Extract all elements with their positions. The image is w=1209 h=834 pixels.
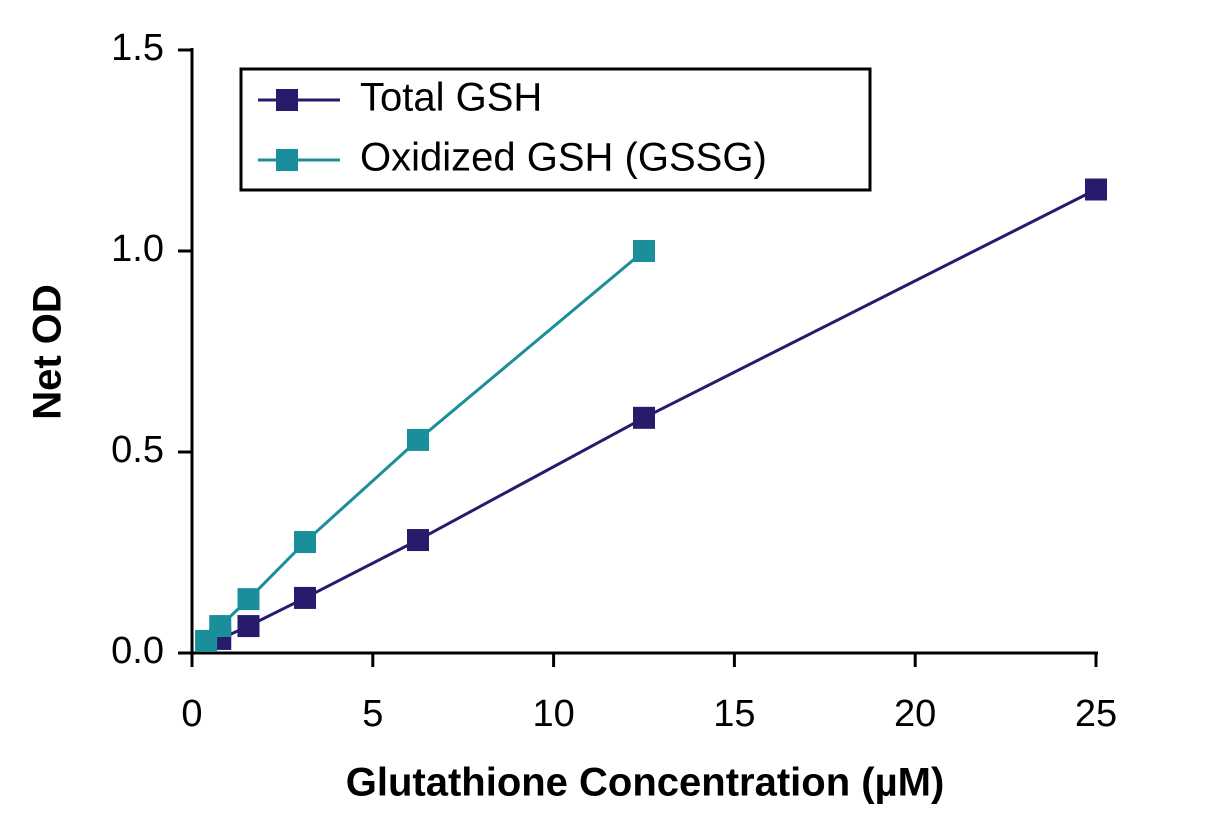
- y-tick-label: 1.5: [111, 27, 164, 69]
- legend-marker: [276, 149, 298, 171]
- x-tick-label: 0: [181, 693, 202, 735]
- data-point: [633, 240, 655, 262]
- y-axis-title: Net OD: [26, 284, 70, 420]
- y-tick-label: 0.0: [111, 630, 164, 672]
- data-point: [1085, 178, 1107, 201]
- data-point: [294, 531, 316, 554]
- x-tick-label: 15: [713, 693, 755, 735]
- data-point: [237, 588, 260, 611]
- series-line: [219, 188, 1097, 641]
- y-tick-label: 1.0: [111, 228, 164, 270]
- legend-label: Oxidized GSH (GSSG): [360, 136, 767, 180]
- y-tick-label: 0.5: [111, 429, 164, 471]
- data-point: [407, 529, 429, 552]
- x-tick-label: 5: [362, 693, 383, 735]
- x-tick-label: 25: [1075, 693, 1117, 735]
- legend-box: [239, 67, 872, 192]
- data-point: [407, 428, 429, 451]
- data-point: [294, 586, 316, 609]
- x-tick-label: 10: [532, 693, 574, 735]
- data-point: [237, 615, 260, 638]
- x-tick-label: 20: [894, 693, 936, 735]
- legend-label: Total GSH: [360, 76, 542, 120]
- data-point: [633, 406, 655, 429]
- legend-marker: [276, 89, 298, 111]
- x-axis-title: Glutathione Concentration (µM): [346, 761, 945, 805]
- data-point: [209, 615, 232, 638]
